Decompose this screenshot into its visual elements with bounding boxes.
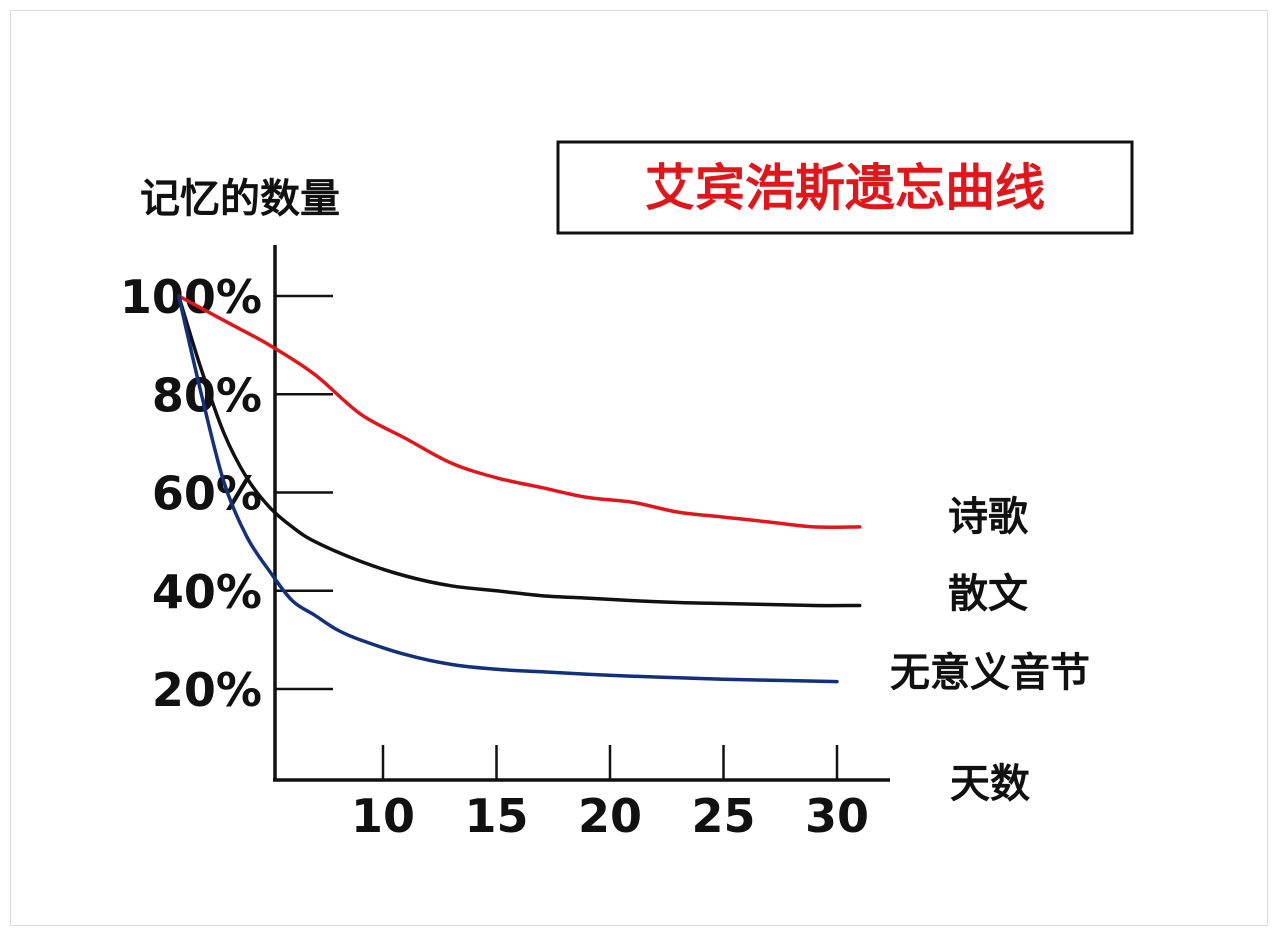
series-line-poetry	[176, 294, 862, 530]
x-tick-label: 10	[351, 789, 415, 843]
series-label-poetry: 诗歌	[948, 494, 1029, 540]
x-tick-label: 15	[464, 789, 528, 843]
x-tick-label: 25	[691, 789, 755, 843]
y-tick-label: 20%	[152, 663, 262, 717]
y-axis-label: 记忆的数量	[140, 176, 340, 222]
y-tick-label: 40%	[152, 565, 262, 619]
title-box	[556, 140, 1134, 235]
series-lines	[176, 294, 862, 684]
series-label-prose: 散文	[948, 571, 1028, 617]
x-tick-label: 20	[578, 789, 642, 843]
x-tick-label: 30	[805, 789, 869, 843]
series-line-prose	[176, 294, 862, 608]
chart-title: 艾宾浩斯遗忘曲线	[645, 159, 1045, 217]
x-axis-label: 天数	[950, 761, 1030, 807]
series-line-nonsense-syllables	[176, 294, 839, 684]
series-label-nonsense-syllables: 无意义音节	[890, 650, 1090, 696]
x-ticks: 10 15 20 25 30	[351, 745, 869, 843]
y-tick-label: 100%	[120, 270, 262, 324]
